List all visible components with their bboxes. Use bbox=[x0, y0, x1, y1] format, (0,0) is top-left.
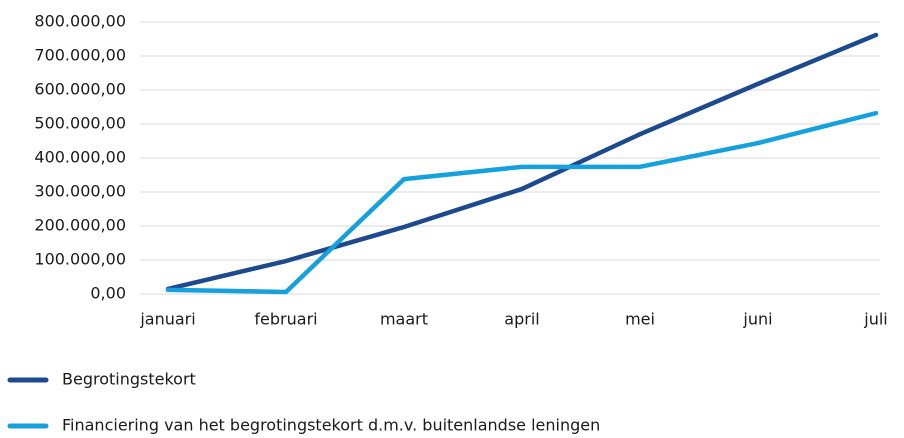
x-tick-label: februari bbox=[254, 310, 317, 329]
y-tick-label: 600.000,00 bbox=[34, 80, 126, 99]
x-tick-label: april bbox=[504, 310, 539, 329]
y-tick-label: 100.000,00 bbox=[34, 250, 126, 269]
y-tick-label: 200.000,00 bbox=[34, 216, 126, 235]
x-tick-label: januari bbox=[139, 310, 195, 329]
legend-label: Financiering van het begrotingstekort d.… bbox=[62, 416, 600, 435]
x-tick-label: juni bbox=[742, 310, 772, 329]
x-tick-label: juli bbox=[863, 310, 887, 329]
y-tick-label: 500.000,00 bbox=[34, 114, 126, 133]
y-tick-label: 0,00 bbox=[90, 284, 126, 303]
y-tick-label: 700.000,00 bbox=[34, 46, 126, 65]
x-tick-label: maart bbox=[380, 310, 428, 329]
series-line bbox=[165, 110, 879, 295]
legend-label: Begrotingstekort bbox=[62, 370, 196, 389]
x-tick-label: mei bbox=[625, 310, 655, 329]
y-tick-label: 300.000,00 bbox=[34, 182, 126, 201]
y-tick-label: 400.000,00 bbox=[34, 148, 126, 167]
series-line bbox=[165, 32, 879, 292]
y-tick-label: 800.000,00 bbox=[34, 12, 126, 31]
